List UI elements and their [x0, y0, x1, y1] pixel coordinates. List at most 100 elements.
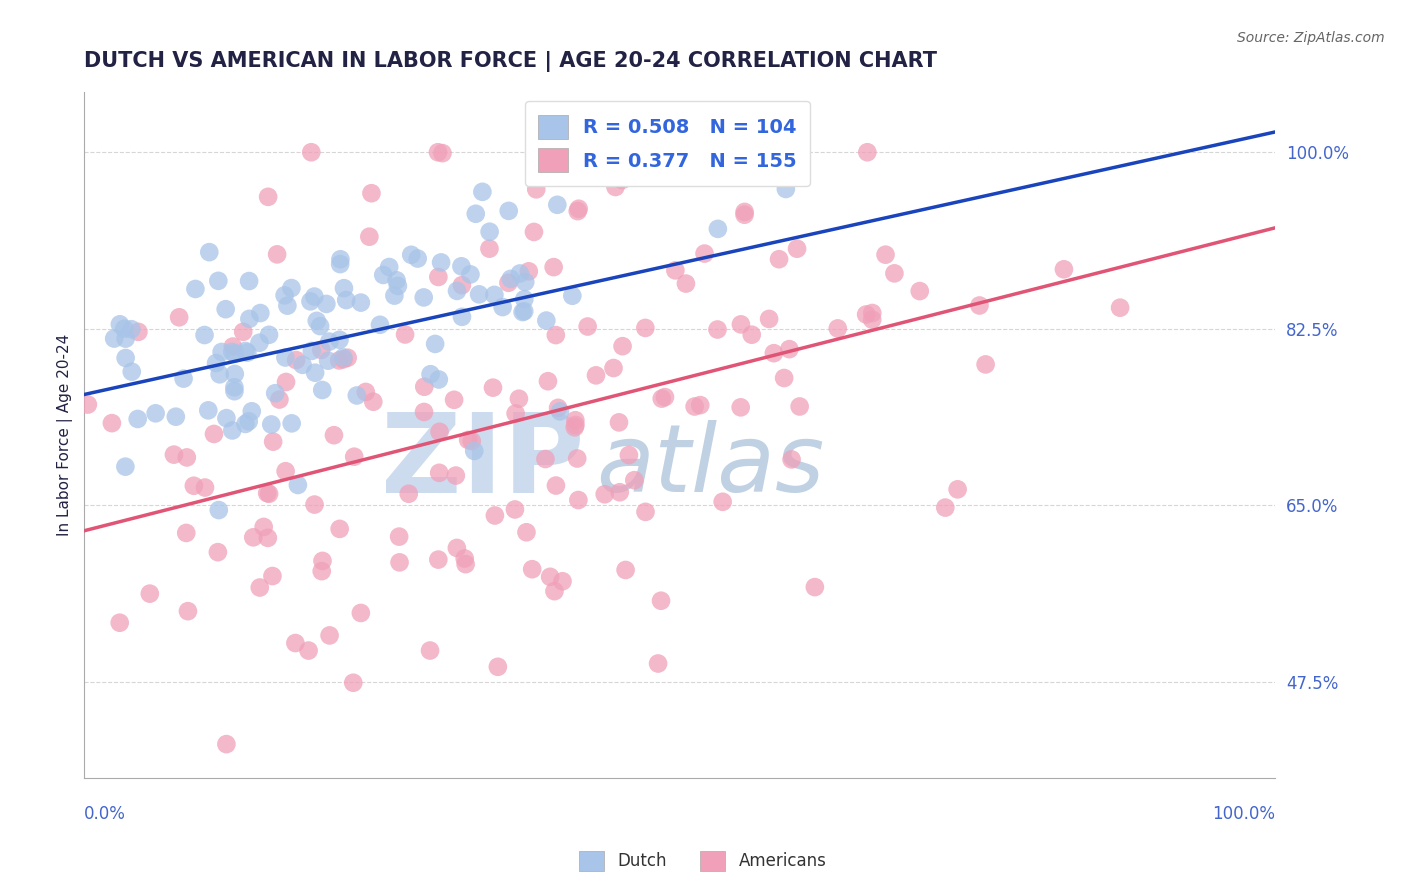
Point [513, 304, 536, 318]
Point [875, 248, 897, 262]
Point [207, 545, 229, 559]
Point [329, 257, 352, 271]
Point [301, 343, 323, 358]
Point [427, 145, 450, 160]
Point [520, 562, 543, 576]
Point [215, 302, 238, 317]
Point [257, 531, 280, 545]
Point [454, 557, 477, 571]
Point [773, 371, 796, 385]
Point [567, 493, 589, 508]
Point [222, 340, 245, 354]
Point [304, 498, 326, 512]
Point [538, 570, 561, 584]
Point [311, 383, 333, 397]
Point [576, 319, 599, 334]
Point [249, 306, 271, 320]
Point [207, 274, 229, 288]
Point [318, 628, 340, 642]
Point [517, 264, 540, 278]
Point [343, 450, 366, 464]
Point [856, 145, 879, 160]
Point [368, 318, 391, 332]
Point [183, 479, 205, 493]
Point [623, 473, 645, 487]
Point [373, 268, 395, 282]
Point [567, 451, 589, 466]
Point [360, 186, 382, 201]
Point [328, 333, 350, 347]
Point [257, 487, 280, 501]
Point [534, 452, 557, 467]
Point [315, 297, 337, 311]
Point [827, 321, 849, 335]
Point [350, 295, 373, 310]
Point [564, 417, 586, 432]
Point [650, 593, 672, 607]
Point [121, 365, 143, 379]
Point [398, 487, 420, 501]
Point [491, 300, 513, 314]
Point [163, 448, 186, 462]
Point [419, 368, 441, 382]
Point [108, 318, 131, 332]
Point [145, 406, 167, 420]
Point [112, 322, 135, 336]
Point [860, 306, 883, 320]
Point [114, 332, 136, 346]
Point [471, 185, 494, 199]
Point [946, 483, 969, 497]
Point [253, 520, 276, 534]
Point [484, 508, 506, 523]
Point [730, 401, 752, 415]
Point [444, 468, 467, 483]
Point [454, 551, 477, 566]
Point [257, 190, 280, 204]
Point [505, 407, 527, 421]
Point [969, 298, 991, 312]
Point [236, 345, 259, 359]
Point [557, 145, 579, 160]
Legend: Dutch, Americans: Dutch, Americans [571, 842, 835, 880]
Point [561, 289, 583, 303]
Point [114, 459, 136, 474]
Point [499, 272, 522, 286]
Point [567, 204, 589, 219]
Point [260, 417, 283, 432]
Point [399, 248, 422, 262]
Point [675, 277, 697, 291]
Point [610, 173, 633, 187]
Point [478, 242, 501, 256]
Point [316, 353, 339, 368]
Point [359, 229, 381, 244]
Point [387, 279, 409, 293]
Point [634, 321, 657, 335]
Point [855, 308, 877, 322]
Point [654, 390, 676, 404]
Point [1109, 301, 1132, 315]
Text: atlas: atlas [596, 420, 824, 511]
Text: 100.0%: 100.0% [1212, 805, 1275, 823]
Point [284, 636, 307, 650]
Point [413, 405, 436, 419]
Point [457, 433, 479, 447]
Point [305, 314, 328, 328]
Point [406, 252, 429, 266]
Point [350, 606, 373, 620]
Point [546, 128, 568, 142]
Point [224, 380, 246, 394]
Point [240, 404, 263, 418]
Point [974, 358, 997, 372]
Point [242, 530, 264, 544]
Point [463, 444, 485, 458]
Point [551, 574, 574, 589]
Point [419, 643, 441, 657]
Point [564, 413, 586, 427]
Point [585, 368, 607, 383]
Point [273, 288, 295, 302]
Point [197, 403, 219, 417]
Legend: R = 0.508   N = 104, R = 0.377   N = 155: R = 0.508 N = 104, R = 0.377 N = 155 [524, 102, 810, 186]
Point [758, 312, 780, 326]
Point [536, 313, 558, 327]
Point [484, 288, 506, 302]
